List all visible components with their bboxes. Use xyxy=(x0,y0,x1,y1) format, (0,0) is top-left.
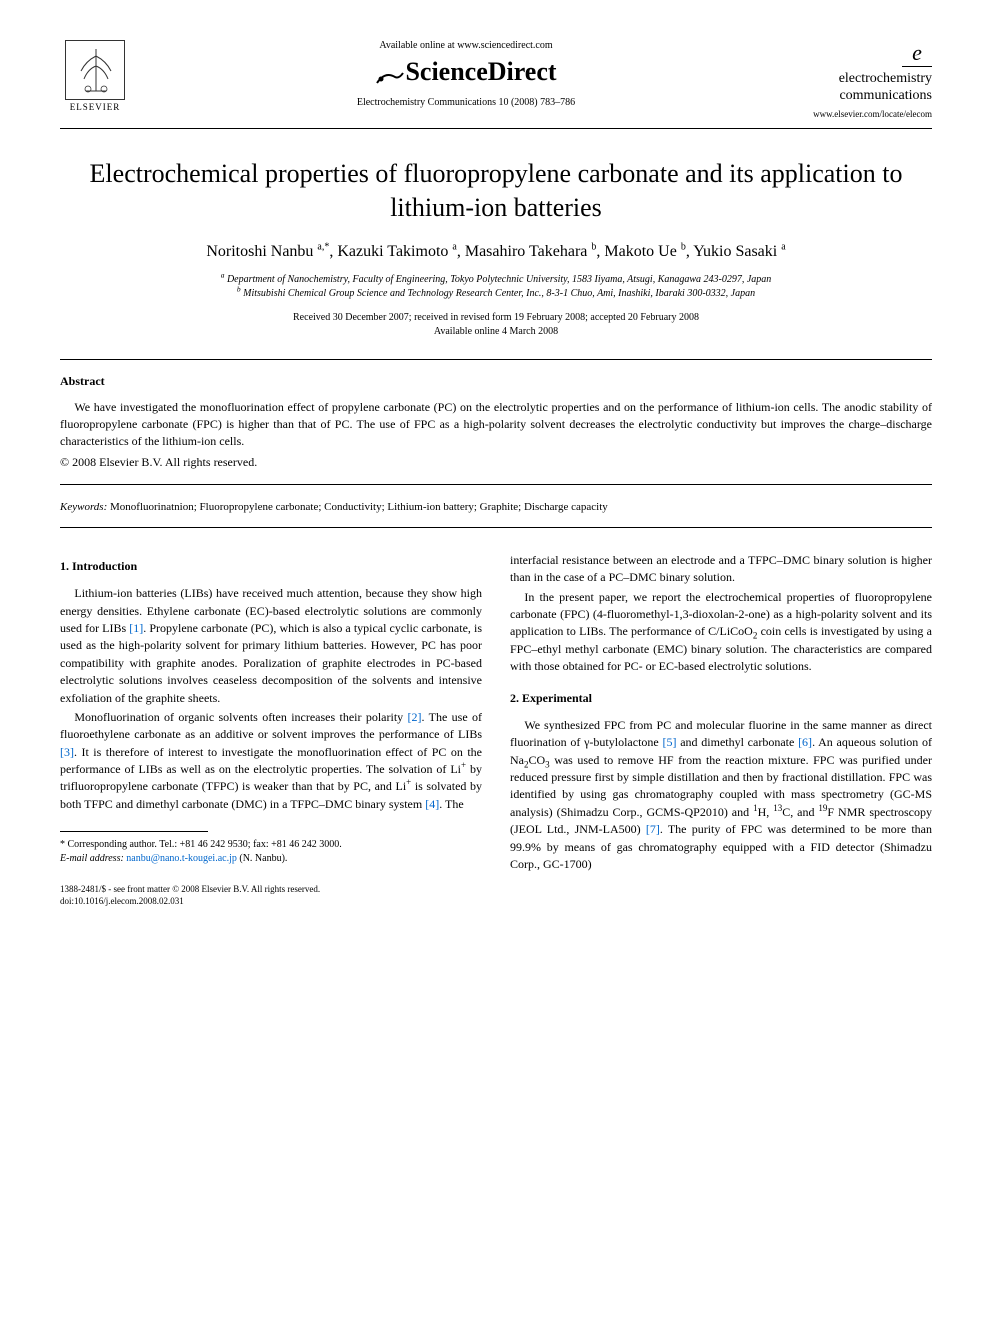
right-para-2: In the present paper, we report the elec… xyxy=(510,589,932,676)
ref-link[interactable]: [1] xyxy=(129,621,143,635)
ref-link[interactable]: [2] xyxy=(408,710,422,724)
keywords-label: Keywords: xyxy=(60,501,107,513)
left-column: 1. Introduction Lithium-ion batteries (L… xyxy=(60,552,482,908)
elsevier-label: ELSEVIER xyxy=(70,102,121,112)
abstract-text: We have investigated the monofluorinatio… xyxy=(60,399,932,451)
authors-line: Noritoshi Nanbu a,*, Kazuki Takimoto a, … xyxy=(60,243,932,261)
header-rule xyxy=(60,128,932,129)
right-column: interfacial resistance between an electr… xyxy=(510,552,932,908)
email-author-name: (N. Nanbu). xyxy=(239,853,287,864)
elsevier-logo: ELSEVIER xyxy=(60,40,130,120)
affiliation-b: b Mitsubishi Chemical Group Science and … xyxy=(60,287,932,301)
corresponding-author: * Corresponding author. Tel.: +81 46 242… xyxy=(60,838,482,852)
keywords-line: Keywords: Monofluorinatnion; Fluoropropy… xyxy=(60,493,932,528)
email-label: E-mail address: xyxy=(60,853,124,864)
section-2-heading: 2. Experimental xyxy=(510,690,932,707)
footnotes: * Corresponding author. Tel.: +81 46 242… xyxy=(60,838,482,866)
sciencedirect-text: ScienceDirect xyxy=(405,57,556,86)
right-para-3: We synthesized FPC from PC and molecular… xyxy=(510,717,932,874)
journal-logo-line2: communications xyxy=(802,88,932,105)
received-date: Received 30 December 2007; received in r… xyxy=(60,311,932,325)
footer-doi: doi:10.1016/j.elecom.2008.02.031 xyxy=(60,896,482,908)
ref-link[interactable]: [4] xyxy=(425,797,439,811)
available-date: Available online 4 March 2008 xyxy=(60,325,932,339)
affiliation-b-text: Mitsubishi Chemical Group Science and Te… xyxy=(243,288,755,299)
intro-para-1: Lithium-ion batteries (LIBs) have receiv… xyxy=(60,585,482,707)
abstract-copyright: © 2008 Elsevier B.V. All rights reserved… xyxy=(60,455,932,470)
article-title: Electrochemical properties of fluoroprop… xyxy=(60,157,932,225)
abstract-section: Abstract We have investigated the monofl… xyxy=(60,359,932,485)
intro-para-2: Monofluorination of organic solvents oft… xyxy=(60,709,482,813)
affiliations: a Department of Nanochemistry, Faculty o… xyxy=(60,273,932,301)
ref-link[interactable]: [6] xyxy=(798,735,812,749)
email-line: E-mail address: nanbu@nano.t-kougei.ac.j… xyxy=(60,852,482,866)
keywords-text: Monofluorinatnion; Fluoropropylene carbo… xyxy=(110,501,608,513)
ref-link[interactable]: [3] xyxy=(60,745,74,759)
affiliation-a: a Department of Nanochemistry, Faculty o… xyxy=(60,273,932,287)
article-dates: Received 30 December 2007; received in r… xyxy=(60,311,932,339)
available-online-text: Available online at www.sciencedirect.co… xyxy=(150,40,782,51)
email-address[interactable]: nanbu@nano.t-kougei.ac.jp xyxy=(126,853,237,864)
corresponding-text: Corresponding author. Tel.: +81 46 242 9… xyxy=(68,839,342,850)
sciencedirect-logo: ScienceDirect xyxy=(150,57,782,87)
ref-link[interactable]: [5] xyxy=(662,735,676,749)
journal-logo-block: e electrochemistry communications www.el… xyxy=(802,40,932,119)
footer-block: 1388-2481/$ - see front matter © 2008 El… xyxy=(60,884,482,907)
body-columns: 1. Introduction Lithium-ion batteries (L… xyxy=(60,552,932,908)
affiliation-a-text: Department of Nanochemistry, Faculty of … xyxy=(227,274,771,285)
section-1-heading: 1. Introduction xyxy=(60,558,482,575)
footnote-separator xyxy=(60,831,208,832)
center-header: Available online at www.sciencedirect.co… xyxy=(130,40,802,108)
journal-logo-e-icon: e xyxy=(902,40,932,67)
journal-url: www.elsevier.com/locate/elecom xyxy=(802,109,932,119)
sciencedirect-swoosh-icon xyxy=(375,64,405,84)
ref-link[interactable]: [7] xyxy=(646,822,660,836)
journal-logo-line1: electrochemistry xyxy=(802,71,932,88)
right-para-1: interfacial resistance between an electr… xyxy=(510,552,932,587)
footer-line-1: 1388-2481/$ - see front matter © 2008 El… xyxy=(60,884,482,896)
journal-reference: Electrochemistry Communications 10 (2008… xyxy=(150,97,782,108)
abstract-heading: Abstract xyxy=(60,374,932,389)
elsevier-tree-icon xyxy=(65,40,125,100)
header-bar: ELSEVIER Available online at www.science… xyxy=(60,40,932,120)
